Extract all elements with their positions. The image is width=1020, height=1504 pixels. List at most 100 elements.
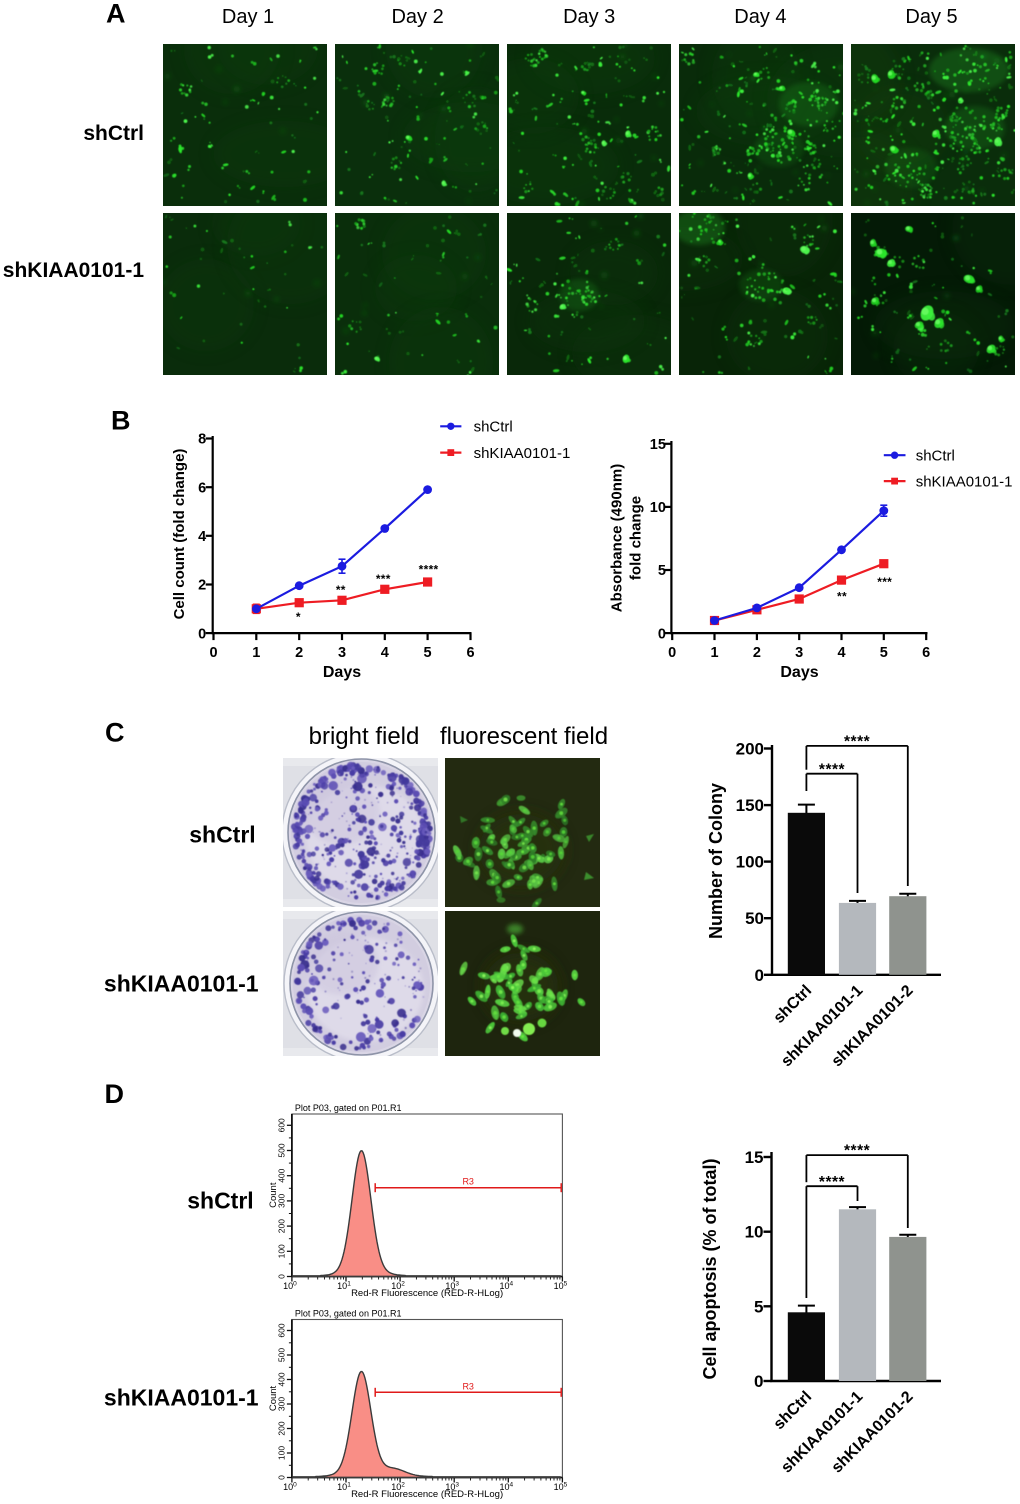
svg-text:105: 105 — [554, 1281, 568, 1292]
svg-text:R3: R3 — [462, 1177, 474, 1187]
svg-text:5: 5 — [658, 563, 666, 579]
svg-text:Cell apoptosis (% of total): Cell apoptosis (% of total) — [700, 1158, 720, 1379]
svg-text:400: 400 — [276, 1372, 286, 1386]
svg-text:150: 150 — [736, 796, 764, 815]
svg-text:Day 2: Day 2 — [391, 6, 443, 28]
svg-text:200: 200 — [276, 1421, 286, 1435]
svg-text:6: 6 — [466, 645, 474, 661]
svg-text:Count: Count — [268, 1385, 279, 1411]
svg-text:Plot P03, gated on P01.R1: Plot P03, gated on P01.R1 — [295, 1103, 402, 1113]
svg-text:shCtrl: shCtrl — [916, 447, 955, 464]
svg-text:2: 2 — [198, 578, 206, 594]
svg-text:B: B — [111, 406, 131, 436]
svg-text:****: **** — [844, 1143, 871, 1160]
svg-text:5: 5 — [880, 645, 888, 661]
svg-text:3: 3 — [795, 645, 803, 661]
svg-text:Red-R Fluorescence (RED-R-HLog: Red-R Fluorescence (RED-R-HLog) — [351, 1489, 503, 1500]
svg-text:102: 102 — [391, 1281, 405, 1292]
svg-text:2: 2 — [295, 645, 303, 661]
svg-text:104: 104 — [499, 1482, 513, 1493]
svg-text:Number of Colony: Number of Colony — [706, 783, 726, 939]
svg-text:103: 103 — [445, 1281, 459, 1292]
svg-text:50: 50 — [745, 909, 764, 928]
svg-text:Red-R Fluorescence (RED-R-HLog: Red-R Fluorescence (RED-R-HLog) — [351, 1288, 503, 1299]
svg-text:Day 5: Day 5 — [905, 6, 957, 28]
svg-text:4: 4 — [381, 645, 389, 661]
svg-text:shCtrl: shCtrl — [187, 1188, 253, 1214]
svg-text:500: 500 — [276, 1143, 286, 1157]
svg-text:103: 103 — [445, 1482, 459, 1493]
svg-text:fluorescent field: fluorescent field — [440, 723, 608, 750]
svg-text:shCtrl: shCtrl — [474, 419, 513, 436]
svg-text:105: 105 — [554, 1482, 568, 1493]
svg-text:Absorbance (490nm): Absorbance (490nm) — [609, 464, 626, 612]
svg-text:100: 100 — [276, 1446, 286, 1460]
svg-text:4: 4 — [837, 645, 845, 661]
svg-text:600: 600 — [276, 1323, 286, 1337]
svg-text:R3: R3 — [462, 1381, 474, 1391]
svg-text:shKIAA0101-1: shKIAA0101-1 — [3, 259, 145, 282]
svg-text:100: 100 — [736, 853, 764, 872]
svg-text:8: 8 — [198, 432, 206, 448]
svg-text:100: 100 — [276, 1244, 286, 1258]
svg-text:200: 200 — [276, 1219, 286, 1233]
svg-text:0: 0 — [276, 1274, 286, 1279]
svg-text:Day 4: Day 4 — [734, 6, 786, 28]
svg-text:shKIAA0101-1: shKIAA0101-1 — [916, 473, 1013, 490]
svg-text:C: C — [105, 718, 125, 748]
svg-text:101: 101 — [337, 1281, 351, 1292]
svg-text:1: 1 — [710, 645, 718, 661]
svg-text:fold change: fold change — [628, 496, 645, 580]
svg-text:400: 400 — [276, 1168, 286, 1182]
svg-text:10: 10 — [650, 500, 666, 516]
svg-text:6: 6 — [198, 480, 206, 496]
svg-text:600: 600 — [276, 1118, 286, 1132]
svg-text:shKIAA0101-1: shKIAA0101-1 — [104, 1385, 259, 1411]
svg-text:***: *** — [877, 575, 892, 589]
svg-text:shKIAA0101-1: shKIAA0101-1 — [474, 445, 571, 462]
svg-text:4: 4 — [198, 529, 206, 545]
svg-text:100: 100 — [283, 1281, 297, 1292]
svg-text:15: 15 — [745, 1148, 764, 1167]
svg-text:2: 2 — [753, 645, 761, 661]
svg-text:Day 3: Day 3 — [563, 6, 615, 28]
svg-text:10: 10 — [745, 1223, 764, 1242]
svg-text:104: 104 — [499, 1281, 513, 1292]
svg-text:Plot P03, gated on P01.R1: Plot P03, gated on P01.R1 — [295, 1309, 402, 1319]
svg-text:Days: Days — [780, 664, 818, 681]
svg-text:shCtrl: shCtrl — [83, 122, 144, 145]
svg-text:500: 500 — [276, 1348, 286, 1362]
svg-text:bright field: bright field — [309, 723, 420, 750]
svg-text:Count: Count — [268, 1182, 279, 1208]
svg-text:102: 102 — [391, 1482, 405, 1493]
svg-text:0: 0 — [755, 966, 764, 985]
svg-text:0: 0 — [276, 1475, 286, 1480]
svg-text:**: ** — [837, 589, 847, 603]
svg-text:Cell count (fold change): Cell count (fold change) — [171, 449, 188, 620]
svg-text:101: 101 — [337, 1482, 351, 1493]
svg-text:100: 100 — [283, 1482, 297, 1493]
svg-text:Day 1: Day 1 — [222, 6, 274, 28]
svg-text:****: **** — [419, 563, 439, 577]
svg-text:D: D — [105, 1079, 125, 1109]
svg-text:A: A — [106, 0, 126, 29]
svg-text:5: 5 — [424, 645, 432, 661]
svg-text:0: 0 — [668, 645, 676, 661]
svg-text:3: 3 — [338, 645, 346, 661]
svg-text:shCtrl: shCtrl — [189, 822, 255, 848]
svg-text:1: 1 — [252, 645, 260, 661]
svg-text:200: 200 — [736, 740, 764, 759]
svg-text:*: * — [296, 610, 301, 624]
svg-text:****: **** — [819, 762, 846, 779]
svg-text:****: **** — [844, 733, 871, 750]
svg-text:0: 0 — [198, 626, 206, 642]
svg-text:shKIAA0101-1: shKIAA0101-1 — [104, 971, 259, 997]
svg-text:****: **** — [819, 1174, 846, 1191]
svg-text:0: 0 — [754, 1372, 763, 1391]
svg-text:Days: Days — [323, 664, 361, 681]
svg-text:0: 0 — [658, 626, 666, 642]
svg-text:300: 300 — [276, 1194, 286, 1208]
svg-text:5: 5 — [754, 1297, 763, 1316]
svg-text:**: ** — [336, 583, 346, 597]
svg-text:***: *** — [376, 572, 391, 586]
